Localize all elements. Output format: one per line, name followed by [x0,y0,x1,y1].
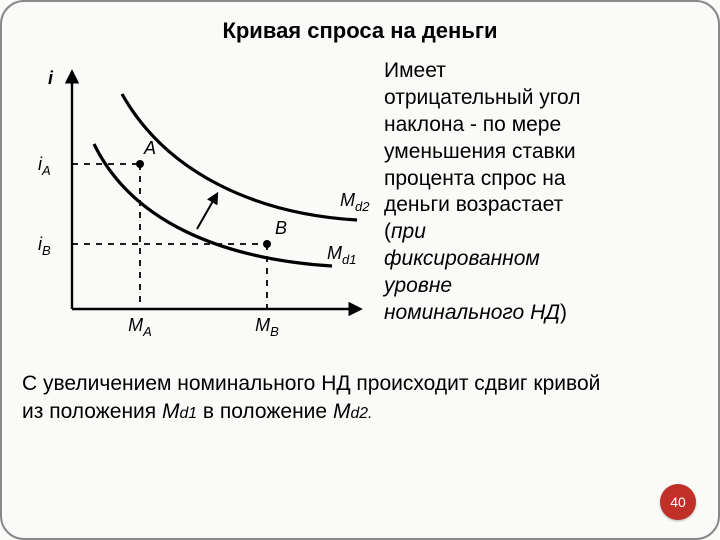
bt-sym2b: M [333,400,351,423]
right-paragraph: Имеет отрицательный угол наклона - по ме… [384,54,698,354]
svg-text:Md1: Md1 [327,243,356,267]
bt-2b: в положение [197,400,333,423]
money-demand-chart: i iA iB MA MB A B Md1 Md2 [22,54,372,349]
rt-l4: уменьшения ставки [384,140,576,163]
rt-l10: номинального НД [384,301,560,324]
svg-text:A: A [143,138,156,158]
svg-text:MB: MB [255,315,279,339]
rt-l5: процента спрос на [384,167,566,190]
bt-sym1s: d1 [179,405,197,422]
svg-text:B: B [275,218,287,238]
svg-text:i: i [48,68,54,88]
content-row: i iA iB MA MB A B Md1 Md2 Имеет отрицательный уг… [22,54,698,354]
bottom-paragraph: С увеличением номинального НД происходит… [22,370,698,425]
rt-l7i: при [391,220,426,243]
svg-text:iA: iA [38,154,51,178]
svg-text:MA: MA [128,315,152,339]
chart-container: i iA iB MA MB A B Md1 Md2 [22,54,372,354]
rt-l9: уровне [384,274,452,297]
rt-l10c: ) [560,301,567,324]
bt-2a: из положения [22,400,162,423]
rt-l2: отрицательный угол [384,86,580,109]
rt-l1: Имеет [384,59,446,82]
rt-l8: фиксированном [384,247,540,270]
svg-text:iB: iB [38,234,51,258]
page-number: 40 [670,494,686,510]
page-number-badge: 40 [660,484,696,520]
slide-title: Кривая спроса на деньги [22,18,698,44]
bt-1: С увеличением номинального НД происходит… [22,372,600,395]
slide-frame: Кривая спроса на деньги iiAiBMAMBABMd1Md… [0,0,720,540]
rt-l3: наклона - по мере [384,113,561,136]
bt-sym2s: d2. [350,405,372,422]
svg-text:Md2: Md2 [340,190,370,214]
rt-l7: ( [384,220,391,243]
rt-l6: деньги возрастает [384,193,563,216]
bt-sym1b: M [162,400,180,423]
